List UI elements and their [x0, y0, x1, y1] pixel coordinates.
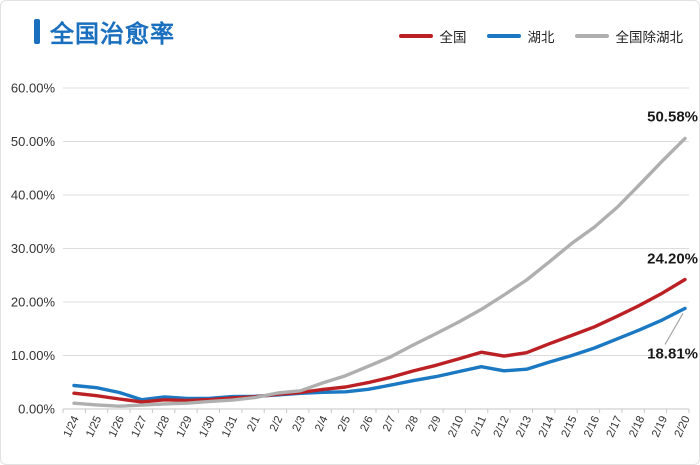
legend-swatch-hubei	[486, 33, 521, 38]
svg-text:50.00%: 50.00%	[11, 134, 56, 149]
y-axis-labels: 0.00% 10.00% 20.00% 30.00% 40.00% 50.00% 60.00…	[11, 81, 56, 417]
svg-text:0.00%: 0.00%	[18, 402, 55, 417]
legend-item-hubei: 湖北	[486, 26, 555, 46]
legend-item-non-hubei: 全国除湖北	[574, 26, 684, 46]
svg-text:2/20: 2/20	[673, 414, 693, 439]
svg-text:10.00%: 10.00%	[11, 348, 56, 363]
svg-text:2/8: 2/8	[404, 414, 422, 433]
svg-text:1/31: 1/31	[220, 414, 240, 439]
svg-text:2/14: 2/14	[537, 414, 557, 439]
svg-text:1/26: 1/26	[107, 414, 127, 439]
svg-text:40.00%: 40.00%	[11, 188, 56, 203]
svg-text:2/10: 2/10	[446, 414, 466, 439]
svg-text:2/11: 2/11	[469, 414, 489, 438]
svg-text:2/3: 2/3	[291, 414, 309, 433]
svg-text:1/25: 1/25	[84, 414, 104, 439]
legend-swatch-national	[398, 33, 433, 38]
legend-label-hubei: 湖北	[527, 29, 555, 45]
svg-text:20.00%: 20.00%	[11, 295, 56, 310]
svg-text:2/7: 2/7	[381, 414, 399, 433]
end-label-leader-hubei	[664, 313, 684, 345]
svg-text:2/2: 2/2	[268, 414, 286, 433]
svg-text:1/28: 1/28	[152, 414, 172, 439]
svg-text:1/27: 1/27	[129, 414, 149, 439]
svg-text:1/29: 1/29	[175, 414, 195, 439]
svg-text:2/18: 2/18	[627, 414, 647, 439]
svg-text:2/13: 2/13	[514, 414, 534, 439]
chart-header: 全国治愈率 全国 湖北 全国除湖北	[1, 1, 699, 49]
end-label-hubei: 18.81%	[647, 345, 698, 362]
end-data-labels: 24.20% 18.81% 50.58%	[647, 108, 698, 362]
svg-text:2/16: 2/16	[582, 414, 602, 439]
svg-text:2/17: 2/17	[605, 414, 625, 439]
title-wrap: 全国治愈率	[34, 14, 175, 49]
svg-text:60.00%: 60.00%	[11, 81, 56, 96]
end-label-national: 24.20%	[647, 251, 698, 268]
y-gridlines	[63, 87, 689, 410]
legend: 全国 湖北 全国除湖北	[398, 18, 684, 46]
svg-text:2/4: 2/4	[313, 414, 331, 433]
series-line-hubei	[72, 306, 687, 402]
x-axis-labels: 1/24 1/25 1/26 1/27 1/28 1/29 1/30 1/31 2/1 2/2 2/…	[62, 414, 693, 439]
x-axis-ticks	[62, 409, 690, 413]
svg-text:2/5: 2/5	[336, 414, 354, 433]
svg-text:30.00%: 30.00%	[11, 241, 56, 256]
svg-text:1/30: 1/30	[197, 414, 217, 439]
svg-text:2/15: 2/15	[559, 414, 579, 439]
svg-text:2/12: 2/12	[492, 414, 512, 439]
end-label-non-hubei: 50.58%	[647, 108, 698, 125]
legend-swatch-non-hubei	[574, 33, 609, 38]
legend-label-national: 全国	[439, 29, 467, 45]
svg-text:2/6: 2/6	[358, 414, 376, 433]
series-line-non-hubei	[72, 136, 687, 408]
svg-text:2/9: 2/9	[426, 414, 444, 433]
svg-text:2/19: 2/19	[650, 414, 670, 439]
svg-text:1/24: 1/24	[62, 414, 82, 439]
series-line-national	[72, 277, 687, 404]
page-title: 全国治愈率	[50, 21, 175, 48]
title-accent-bar	[34, 19, 40, 44]
legend-item-national: 全国	[398, 26, 467, 46]
legend-label-non-hubei: 全国除湖北	[615, 29, 684, 45]
svg-text:2/1: 2/1	[245, 414, 263, 433]
